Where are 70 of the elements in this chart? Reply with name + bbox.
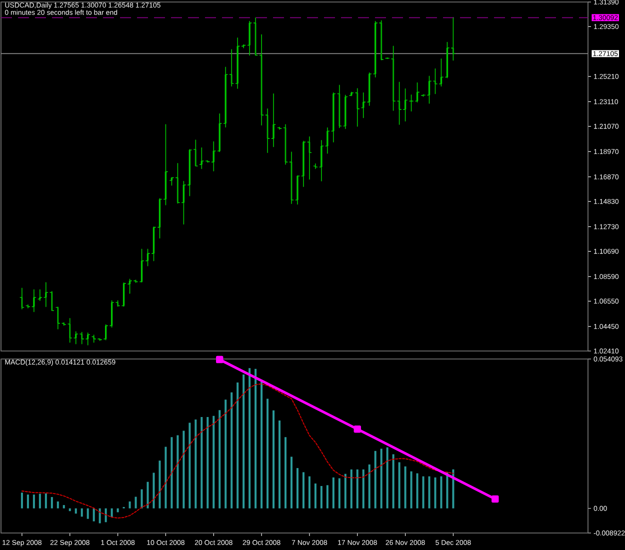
- point: [492, 495, 499, 503]
- bar: [446, 472, 448, 508]
- bar: [254, 368, 257, 508]
- bar: [110, 508, 113, 518]
- bar: [326, 485, 328, 508]
- bar: [26, 494, 29, 508]
- bar: [86, 508, 89, 519]
- bar: [416, 473, 418, 508]
- bar: [242, 374, 245, 508]
- bar: [164, 446, 167, 508]
- bar: [170, 437, 173, 508]
- bar: [356, 469, 358, 508]
- point: [216, 356, 224, 364]
- bar: [452, 469, 454, 508]
- bar: [350, 469, 352, 508]
- bar: [182, 430, 185, 508]
- bar: [194, 419, 197, 508]
- bar: [44, 493, 47, 508]
- bar: [158, 460, 161, 508]
- bar: [38, 494, 41, 508]
- bar: [428, 476, 430, 508]
- bar: [248, 368, 251, 508]
- bar: [362, 469, 364, 508]
- bar: [68, 508, 71, 512]
- bar: [230, 392, 233, 508]
- bar: [104, 508, 107, 522]
- bar: [140, 489, 143, 508]
- point: [354, 426, 361, 433]
- bar: [434, 477, 436, 508]
- bar: [338, 478, 340, 508]
- bar: [146, 482, 149, 508]
- bar: [212, 416, 215, 508]
- bar: [128, 501, 131, 508]
- bar: [236, 382, 239, 508]
- bar: [374, 450, 376, 508]
- bar: [284, 437, 287, 508]
- bar: [62, 505, 65, 508]
- bar: [386, 447, 388, 508]
- bar: [188, 422, 191, 508]
- bar: [308, 476, 310, 508]
- bar: [200, 416, 203, 508]
- bar: [32, 494, 35, 508]
- bar: [410, 471, 412, 508]
- bar: [314, 484, 316, 508]
- bar: [344, 474, 346, 508]
- bar: [302, 472, 304, 508]
- bar: [266, 398, 269, 508]
- bar: [260, 382, 263, 508]
- bar: [422, 476, 424, 508]
- bar: [224, 400, 227, 508]
- bar: [332, 477, 334, 508]
- bar: [134, 496, 137, 508]
- bar: [290, 456, 292, 508]
- bar: [392, 454, 394, 508]
- bar: [398, 462, 400, 508]
- bar: [74, 508, 77, 514]
- bar: [176, 435, 179, 508]
- bar: [20, 492, 23, 508]
- bar: [320, 486, 322, 508]
- bar: [80, 508, 83, 517]
- bar: [116, 508, 119, 512]
- bar: [404, 466, 406, 508]
- bar: [218, 410, 221, 508]
- bar: [368, 464, 370, 508]
- bar: [296, 468, 298, 508]
- bar: [98, 508, 101, 524]
- bar: [272, 410, 275, 508]
- bar: [206, 416, 209, 508]
- bar: [56, 501, 59, 508]
- bar: [92, 508, 95, 522]
